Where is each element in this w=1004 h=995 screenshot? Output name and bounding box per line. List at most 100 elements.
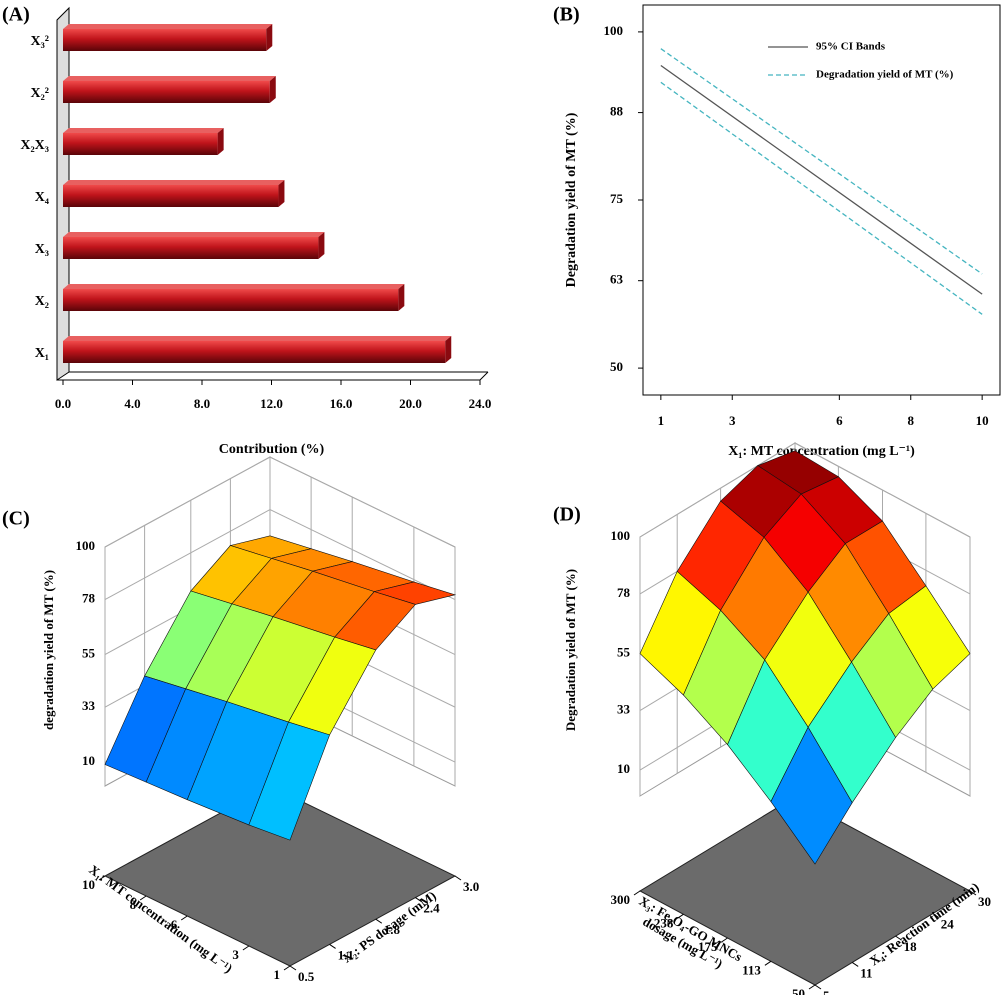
x-tick-label: 24.0 bbox=[469, 396, 492, 411]
panel-label: (D) bbox=[553, 504, 581, 526]
bar-end bbox=[266, 24, 273, 51]
x-tick-label: 4.0 bbox=[124, 396, 140, 411]
y-tick-label: 18 bbox=[904, 939, 918, 954]
z-tick-label: 100 bbox=[76, 538, 96, 553]
z-tick-label: 10 bbox=[82, 753, 95, 768]
x-tick-label: 8 bbox=[130, 897, 137, 912]
z-axis-title: Degradation yield of MT (%) bbox=[563, 569, 578, 731]
x-tick-label: 3 bbox=[729, 413, 736, 428]
plot-frame bbox=[642, 4, 1001, 396]
bar-end bbox=[278, 180, 285, 207]
y-tick bbox=[329, 943, 336, 949]
x-tick-label: 20.0 bbox=[399, 396, 422, 411]
bar-top bbox=[63, 284, 405, 289]
z-tick-label: 55 bbox=[82, 646, 96, 661]
y-tick bbox=[289, 965, 297, 971]
bar-end bbox=[445, 336, 452, 363]
x-tick-label: 10 bbox=[82, 877, 95, 892]
y-tick-label: X₄ bbox=[35, 190, 50, 205]
surface-patch bbox=[248, 721, 330, 841]
x-tick bbox=[677, 913, 684, 919]
x-tick bbox=[98, 875, 106, 881]
y-tick bbox=[851, 962, 859, 967]
x-tick-label: 113 bbox=[742, 962, 761, 977]
y-tick-label: 100 bbox=[604, 23, 624, 38]
z-tick-label: 78 bbox=[82, 591, 96, 606]
series-line bbox=[660, 48, 983, 275]
y-tick-label: 1.8 bbox=[384, 922, 401, 937]
x-tick-label: 1 bbox=[658, 413, 665, 428]
x-tick-label: 300 bbox=[611, 892, 631, 907]
panel-label: (C) bbox=[2, 508, 30, 530]
series-line bbox=[660, 64, 983, 295]
panel-label: (A) bbox=[2, 4, 30, 26]
x-tick bbox=[633, 890, 641, 896]
x-tick-label: 8.0 bbox=[194, 396, 210, 411]
y-tick-label: 50 bbox=[610, 359, 623, 374]
bar-top bbox=[63, 76, 276, 81]
bar-end bbox=[269, 76, 276, 103]
z-tick-label: 33 bbox=[617, 702, 631, 717]
y-tick-label: 30 bbox=[978, 894, 991, 909]
y-axis-title: Degradation yield of MT (%) bbox=[564, 112, 579, 287]
x-tick-label: 50 bbox=[792, 986, 805, 995]
y-tick-label: X₃ bbox=[35, 242, 49, 257]
y-tick-label: 11 bbox=[860, 965, 872, 980]
y-tick-label: 1.1 bbox=[338, 947, 354, 962]
x-tick bbox=[283, 965, 291, 971]
y-tick-label: X₂X₃ bbox=[20, 138, 49, 153]
x-tick bbox=[721, 937, 728, 943]
y-tick-label: 88 bbox=[610, 104, 624, 119]
y-tick bbox=[375, 918, 383, 924]
z-tick-label: 10 bbox=[617, 761, 630, 776]
y-tick-label: 24 bbox=[941, 917, 955, 932]
x-tick-label: 6 bbox=[836, 413, 843, 428]
x-tick-label: 175 bbox=[698, 939, 718, 954]
bar-end bbox=[318, 232, 325, 259]
y-tick-label: X₁ bbox=[35, 346, 49, 361]
surface-patch bbox=[770, 726, 853, 865]
x-tick-label: 6 bbox=[171, 917, 178, 932]
y-tick-label: 3.0 bbox=[463, 879, 479, 894]
bar-end bbox=[398, 284, 405, 311]
y-tick-label: X₂² bbox=[30, 86, 49, 101]
x-tick bbox=[764, 960, 772, 966]
y-tick-label: 5 bbox=[823, 988, 830, 995]
bar bbox=[63, 185, 279, 207]
bar bbox=[63, 237, 319, 259]
y-tick bbox=[454, 875, 462, 881]
legend-label: 95% CI Bands bbox=[816, 41, 886, 53]
y-tick bbox=[932, 913, 940, 918]
x-tick-label: 1 bbox=[274, 967, 281, 982]
bar bbox=[63, 29, 267, 51]
y-tick-label: X₂ bbox=[35, 294, 49, 309]
y-tick-label: 63 bbox=[610, 272, 624, 287]
bar-end bbox=[217, 128, 224, 155]
bar-top bbox=[63, 336, 452, 341]
bar-top bbox=[63, 128, 224, 133]
y-tick bbox=[895, 935, 902, 941]
y-tick-label: 2.4 bbox=[423, 901, 440, 916]
bar bbox=[63, 81, 270, 103]
x-tick bbox=[180, 915, 188, 921]
x-tick-label: 8 bbox=[908, 413, 915, 428]
grid-line bbox=[104, 456, 456, 548]
legend-label: Degradation yield of MT (%) bbox=[816, 69, 954, 81]
x-tick bbox=[242, 945, 250, 951]
x-tick-label: 3 bbox=[232, 947, 239, 962]
bar bbox=[63, 289, 399, 311]
x-tick bbox=[808, 984, 816, 990]
y-tick bbox=[969, 890, 977, 896]
bar-top bbox=[63, 180, 285, 185]
bar bbox=[63, 341, 446, 363]
x-tick-label: 12.0 bbox=[260, 396, 283, 411]
x-tick-label: 0.0 bbox=[55, 396, 71, 411]
z-tick-label: 100 bbox=[611, 528, 631, 543]
x-tick-label: 10 bbox=[976, 413, 989, 428]
z-axis-title: degradation yield of MT (%) bbox=[41, 570, 56, 730]
panel-label: (B) bbox=[553, 4, 580, 26]
bar bbox=[63, 133, 218, 155]
y-tick bbox=[415, 897, 422, 903]
z-tick-label: 78 bbox=[617, 585, 631, 600]
